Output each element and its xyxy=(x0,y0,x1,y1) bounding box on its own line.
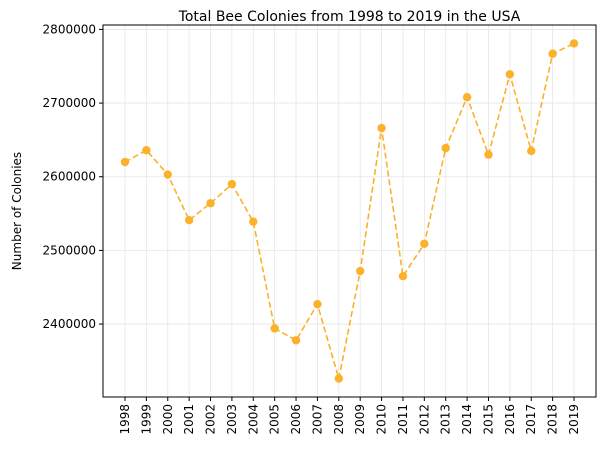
data-point xyxy=(420,239,429,248)
x-tick-label: 2007 xyxy=(310,404,324,435)
data-point xyxy=(484,150,493,159)
x-tick-label: 2000 xyxy=(161,404,175,435)
x-tick-label: 2013 xyxy=(439,404,453,435)
x-tick-label: 2008 xyxy=(332,404,346,435)
data-point xyxy=(441,143,450,153)
data-point xyxy=(227,179,237,189)
data-point xyxy=(462,92,472,102)
x-tick-label: 2001 xyxy=(182,404,196,435)
x-tick-label: 2002 xyxy=(204,404,218,435)
x-tick-label: 1999 xyxy=(139,404,153,435)
data-point xyxy=(249,217,258,226)
data-point xyxy=(313,299,322,309)
plot-frame xyxy=(102,24,597,398)
x-tick-label: 2004 xyxy=(246,404,260,435)
x-tick-label: 2011 xyxy=(396,404,410,435)
y-tick-label: 2500000 xyxy=(43,243,96,257)
data-point xyxy=(548,49,557,58)
x-tick-label: 2016 xyxy=(503,404,517,435)
x-tick-label: 2006 xyxy=(289,404,303,435)
data-point xyxy=(291,336,301,345)
x-tick-label: 2005 xyxy=(268,404,282,435)
series-marker-layer xyxy=(120,39,579,383)
data-point xyxy=(355,266,365,276)
x-tick-label: 2010 xyxy=(375,404,389,435)
x-tick-label: 1998 xyxy=(118,404,132,435)
x-tick-label: 2019 xyxy=(567,404,581,435)
data-point xyxy=(527,146,536,156)
y-axis-label: Number of Colonies xyxy=(10,152,24,270)
data-point xyxy=(377,123,386,133)
x-axis-ticks: 1998 1999 2000 2001 2002 2003 2004 2005 2006 2007… xyxy=(118,397,581,435)
data-point xyxy=(334,374,344,383)
data-point xyxy=(505,70,515,79)
x-tick-label: 2014 xyxy=(460,404,474,435)
chart-title: Total Bee Colonies from 1998 to 2019 in … xyxy=(178,9,521,25)
data-point xyxy=(206,199,215,208)
x-tick-label: 2015 xyxy=(481,404,495,435)
series-line-layer xyxy=(124,42,575,379)
data-point xyxy=(120,157,130,167)
data-point xyxy=(569,39,579,48)
y-tick-label: 2600000 xyxy=(43,170,96,184)
grid xyxy=(103,25,596,397)
x-tick-label: 2003 xyxy=(225,404,239,435)
y-tick-label: 2700000 xyxy=(43,96,96,110)
x-tick-label: 2009 xyxy=(353,404,367,435)
data-point xyxy=(163,170,172,179)
x-tick-label: 2017 xyxy=(524,404,538,435)
series-line xyxy=(124,42,575,379)
y-axis-ticks: 2400000 2500000 2600000 2700000 2800000 xyxy=(43,22,103,331)
x-tick-label: 2012 xyxy=(417,404,431,435)
data-point xyxy=(398,271,408,281)
data-point xyxy=(184,216,194,225)
data-point xyxy=(270,324,279,333)
y-tick-label: 2800000 xyxy=(43,22,96,36)
x-tick-label: 2018 xyxy=(546,404,560,435)
data-point xyxy=(142,146,151,155)
y-tick-label: 2400000 xyxy=(43,317,96,331)
